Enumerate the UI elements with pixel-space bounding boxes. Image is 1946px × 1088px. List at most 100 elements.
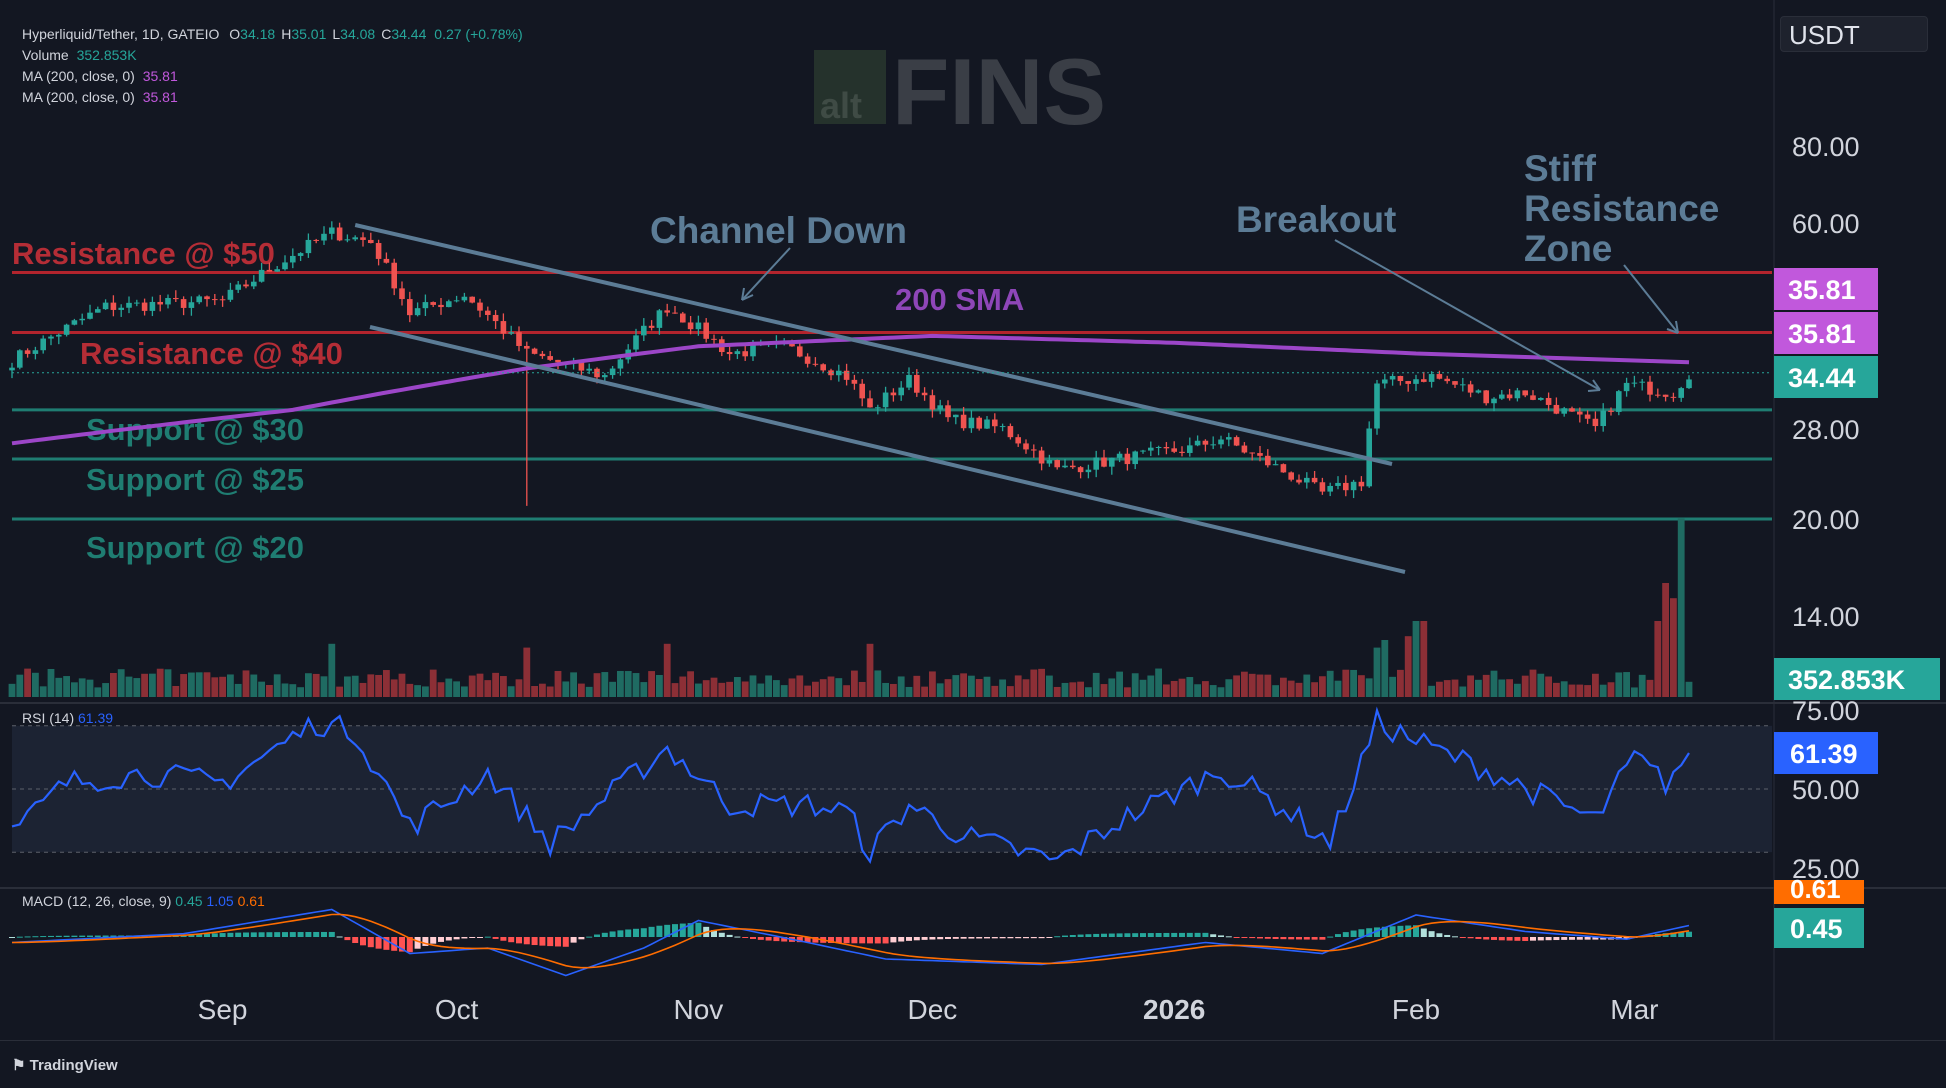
candle-body (368, 239, 374, 244)
candle-body (1124, 453, 1131, 465)
candle-body (797, 346, 803, 357)
candle-body (227, 289, 234, 300)
macd-hist-bar (188, 934, 195, 937)
candle-body (149, 301, 156, 311)
candle-body (524, 345, 530, 349)
macd-legend[interactable]: MACD (12, 26, close, 9) 0.45 1.05 0.61 (22, 893, 265, 909)
volume-bar (320, 676, 328, 697)
macd-hist-bar (1561, 937, 1568, 940)
ohlc-l: L34.08 (332, 26, 376, 42)
macd-hist-bar (921, 937, 928, 940)
candle-body (321, 233, 327, 241)
volume-bar (539, 683, 546, 697)
price-axis-tick: 80.00 (1792, 132, 1860, 162)
volume-bar (1443, 680, 1451, 697)
macd-hist-bar (211, 933, 218, 937)
candle-body (56, 334, 62, 337)
volume-bar (1303, 674, 1311, 697)
macd-hist-bar (1296, 937, 1302, 940)
macd-hist-bar (24, 936, 31, 938)
candle-body (1085, 469, 1092, 473)
candle-body (1023, 443, 1029, 450)
volume-bar (164, 669, 172, 697)
tradingview-logo[interactable]: ⚑ TradingView (12, 1056, 118, 1074)
volume-bar (515, 679, 523, 697)
candle-body (305, 239, 312, 254)
macd-hist-bar (968, 937, 975, 939)
volume-bar (617, 670, 624, 697)
candle-body (1577, 411, 1583, 415)
volume-bar (554, 670, 562, 697)
price-label-text: 352.853K (1788, 665, 1906, 695)
volume-bar (453, 681, 460, 697)
candle-body (17, 350, 23, 368)
macd-hist-bar (859, 937, 866, 944)
macd-hist-bar (695, 922, 702, 937)
macd-hist-bar (1413, 925, 1419, 937)
macd-hist-bar (321, 931, 327, 937)
symbol-name[interactable]: Hyperliquid/Tether, 1D, GATEIO (22, 26, 220, 42)
candle-body (1655, 394, 1661, 396)
macd-hist-bar (40, 936, 47, 938)
ma-row-1[interactable]: MA (200, close, 0) 35.81 (22, 66, 523, 87)
candle-body (1304, 477, 1310, 483)
volume-bar (1209, 685, 1217, 697)
volume-bar (406, 683, 414, 697)
macd-hist-bar (305, 932, 312, 937)
macd-hist-bar (227, 932, 234, 937)
macd-hist-bar (1342, 932, 1349, 937)
volume-bar (1615, 672, 1623, 697)
candle-body (1467, 384, 1474, 393)
currency-selector[interactable]: USDT (1780, 16, 1928, 52)
volume-bar (562, 681, 570, 697)
candle-body (1194, 440, 1201, 446)
volume-bar (16, 674, 24, 697)
price-axis-tick: 14.00 (1792, 602, 1860, 632)
volume-bar (975, 679, 983, 697)
macd-hist-bar (94, 935, 101, 937)
macd-signal-line (11, 913, 1690, 969)
volume-bar (1592, 673, 1599, 697)
macd-hist-bar (344, 937, 351, 941)
volume-bar (273, 674, 281, 697)
candle-body (1452, 381, 1458, 385)
ohlc-o: O34.18 (229, 26, 276, 42)
candle-body (1374, 383, 1380, 429)
macd-hist-bar (1522, 937, 1529, 941)
volume-bar (687, 671, 694, 697)
macd-hist-bar (48, 935, 54, 937)
volume-bar (1514, 683, 1521, 697)
candle-body (1210, 444, 1216, 446)
candle-body (937, 405, 943, 410)
volume-bar (991, 685, 999, 697)
candle-body (648, 325, 655, 328)
rsi-legend[interactable]: RSI (14) 61.39 (22, 710, 113, 726)
volume-row[interactable]: Volume 352.853K (22, 45, 523, 66)
volume-bar (1295, 682, 1303, 697)
volume-bar (765, 675, 772, 697)
volume-bar (250, 674, 258, 697)
candle-body (219, 299, 226, 301)
change-value: 0.27 (+0.78%) (434, 26, 523, 42)
volume-bar (531, 685, 538, 697)
macd-hist-bar (399, 937, 405, 952)
candle-body (1639, 381, 1645, 383)
ma-row-2[interactable]: MA (200, close, 0) 35.81 (22, 87, 523, 108)
volume-bar (110, 672, 117, 697)
level-label: Resistance @ $50 (12, 236, 275, 271)
macd-hist-bar (492, 937, 499, 939)
macd-hist-bar (258, 932, 265, 937)
volume-bar (1202, 681, 1209, 697)
time-axis-tick: Oct (435, 994, 479, 1025)
volume-bar (203, 672, 211, 697)
macd-line-value: 1.05 (206, 893, 234, 909)
candle-body (110, 302, 117, 310)
macd-hist-bar (1194, 932, 1201, 937)
rsi-axis-tick: 25.00 (1792, 854, 1860, 884)
macd-hist-bar (999, 937, 1006, 939)
candle-body (1070, 465, 1076, 468)
candle-body (914, 374, 920, 393)
candle-body (1444, 378, 1450, 382)
macd-hist-bar (1428, 931, 1435, 937)
volume-bar (1607, 682, 1615, 697)
